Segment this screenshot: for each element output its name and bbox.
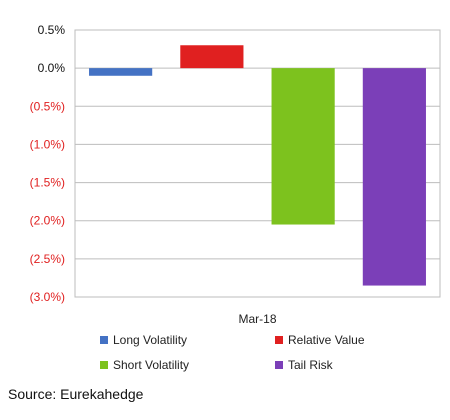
bars <box>89 45 426 286</box>
legend-label: Tail Risk <box>288 358 333 372</box>
legend: Long Volatility Relative Value Short Volat… <box>0 328 450 378</box>
legend-item-tail-risk: Tail Risk <box>275 358 333 372</box>
plot-area-border <box>74 29 441 298</box>
legend-item-long-volatility: Long Volatility <box>100 333 187 347</box>
bar-tail-risk <box>362 68 426 286</box>
y-axis-ticks: 0.5% 0.0% (0.5%) (1.0%) (1.5%) (2.0%) (2.5%) (3… <box>30 23 66 304</box>
bar-short-volatility <box>271 68 335 225</box>
legend-item-relative-value: Relative Value <box>275 333 365 347</box>
y-tick-label: (1.0%) <box>30 137 65 151</box>
bar-long-volatility <box>89 68 153 76</box>
legend-label: Short Volatility <box>113 358 190 372</box>
y-tick-label: 0.5% <box>38 23 66 37</box>
legend-item-short-volatility: Short Volatility <box>100 358 189 372</box>
y-tick-label: (3.0%) <box>30 290 65 304</box>
x-category-label: Mar-18 <box>238 312 276 326</box>
bar-chart: 0.5% 0.0% (0.5%) (1.0%) (1.5%) (2.0%) (2.5%) (3… <box>30 23 441 326</box>
x-axis-categories: Mar-18 <box>238 312 276 326</box>
y-tick-label: (1.5%) <box>30 176 65 190</box>
bar-relative-value <box>180 45 244 69</box>
legend-swatch <box>100 361 108 369</box>
legend-label: Relative Value <box>288 333 365 347</box>
y-tick-label: (2.5%) <box>30 252 65 266</box>
legend-swatch <box>275 361 283 369</box>
legend-swatch <box>275 336 283 344</box>
legend-label: Long Volatility <box>113 333 188 347</box>
y-tick-label: 0.0% <box>38 61 66 75</box>
y-tick-label: (0.5%) <box>30 99 65 113</box>
legend-swatch <box>100 336 108 344</box>
y-tick-label: (2.0%) <box>30 214 65 228</box>
source-note: Source: Eurekahedge <box>8 386 144 402</box>
